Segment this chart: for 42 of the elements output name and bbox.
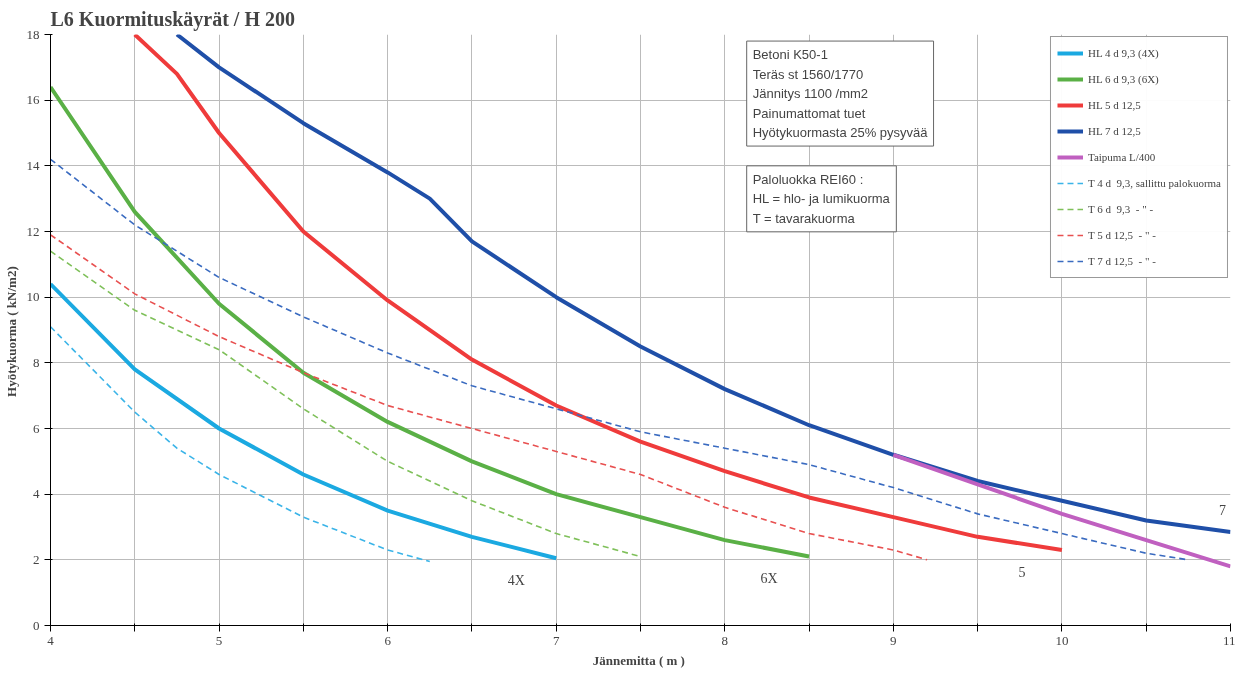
legend-label: Taipuma L/400 [1087, 151, 1156, 163]
legend-label: T 6 d 9,3 - " - [1087, 203, 1154, 215]
x-tick-label: 7 [552, 632, 560, 648]
x-tick-label: 11 [1222, 632, 1236, 648]
legend-label: T 4 d 9,3, sallittu palokuorma [1087, 177, 1221, 189]
y-tick-label: 8 [33, 354, 40, 370]
x-axis-title: Jännemitta ( m ) [592, 652, 685, 668]
y-tick-label: 18 [26, 26, 40, 42]
x-tick-label: 5 [215, 632, 223, 648]
legend-label: HL 5 d 12,5 [1087, 99, 1141, 111]
annotation: Paloluokka REI60 : HL = hlo- ja lumikuorma T = tavarakuorma [752, 171, 891, 226]
line-series [50, 325, 431, 563]
line-series [50, 282, 559, 561]
legend-label: T 7 d 12,5 - " - [1087, 255, 1156, 267]
y-tick-label: 6 [33, 420, 40, 436]
annotation: 5 [1018, 564, 1026, 580]
line-series [50, 233, 928, 561]
line-series [891, 452, 1231, 569]
legend-label: HL 4 d 9,3 (4X) [1087, 47, 1159, 59]
line-series [132, 34, 1064, 552]
annotation: Betoni K50-1 Teräs st 1560/1770 Jännitys 1100 /mm2 Painumattomat tuet Hyötykuormasta 25% pysyvää [752, 47, 929, 141]
y-tick-label: 16 [26, 92, 40, 108]
chart-title: L6 Kuormituskäyrät / H 200 [50, 7, 295, 31]
y-tick-label: 0 [33, 617, 40, 633]
annotation: 7 [1219, 502, 1226, 518]
x-tick-label: 4 [47, 632, 55, 648]
legend-label: HL 7 d 12,5 [1087, 125, 1141, 137]
legend-label: T 5 d 12,5 - " - [1087, 229, 1156, 241]
x-tick-label: 9 [890, 632, 897, 648]
line-series [174, 34, 1231, 534]
y-tick-label: 2 [33, 551, 40, 567]
x-tick-label: 8 [721, 632, 729, 648]
x-tick-label: 10 [1055, 632, 1069, 648]
y-tick-label: 4 [33, 486, 40, 502]
y-tick-label: 10 [26, 289, 40, 305]
annotation: 4X [507, 572, 525, 588]
annotation: 6X [760, 571, 778, 587]
y-tick-label: 12 [26, 223, 40, 239]
legend-label: HL 6 d 9,3 (6X) [1087, 73, 1159, 85]
y-tick-label: 14 [26, 157, 40, 173]
x-tick-label: 6 [384, 632, 392, 648]
y-axis-title: Hyötykuorma ( kN/m2) [3, 266, 19, 397]
